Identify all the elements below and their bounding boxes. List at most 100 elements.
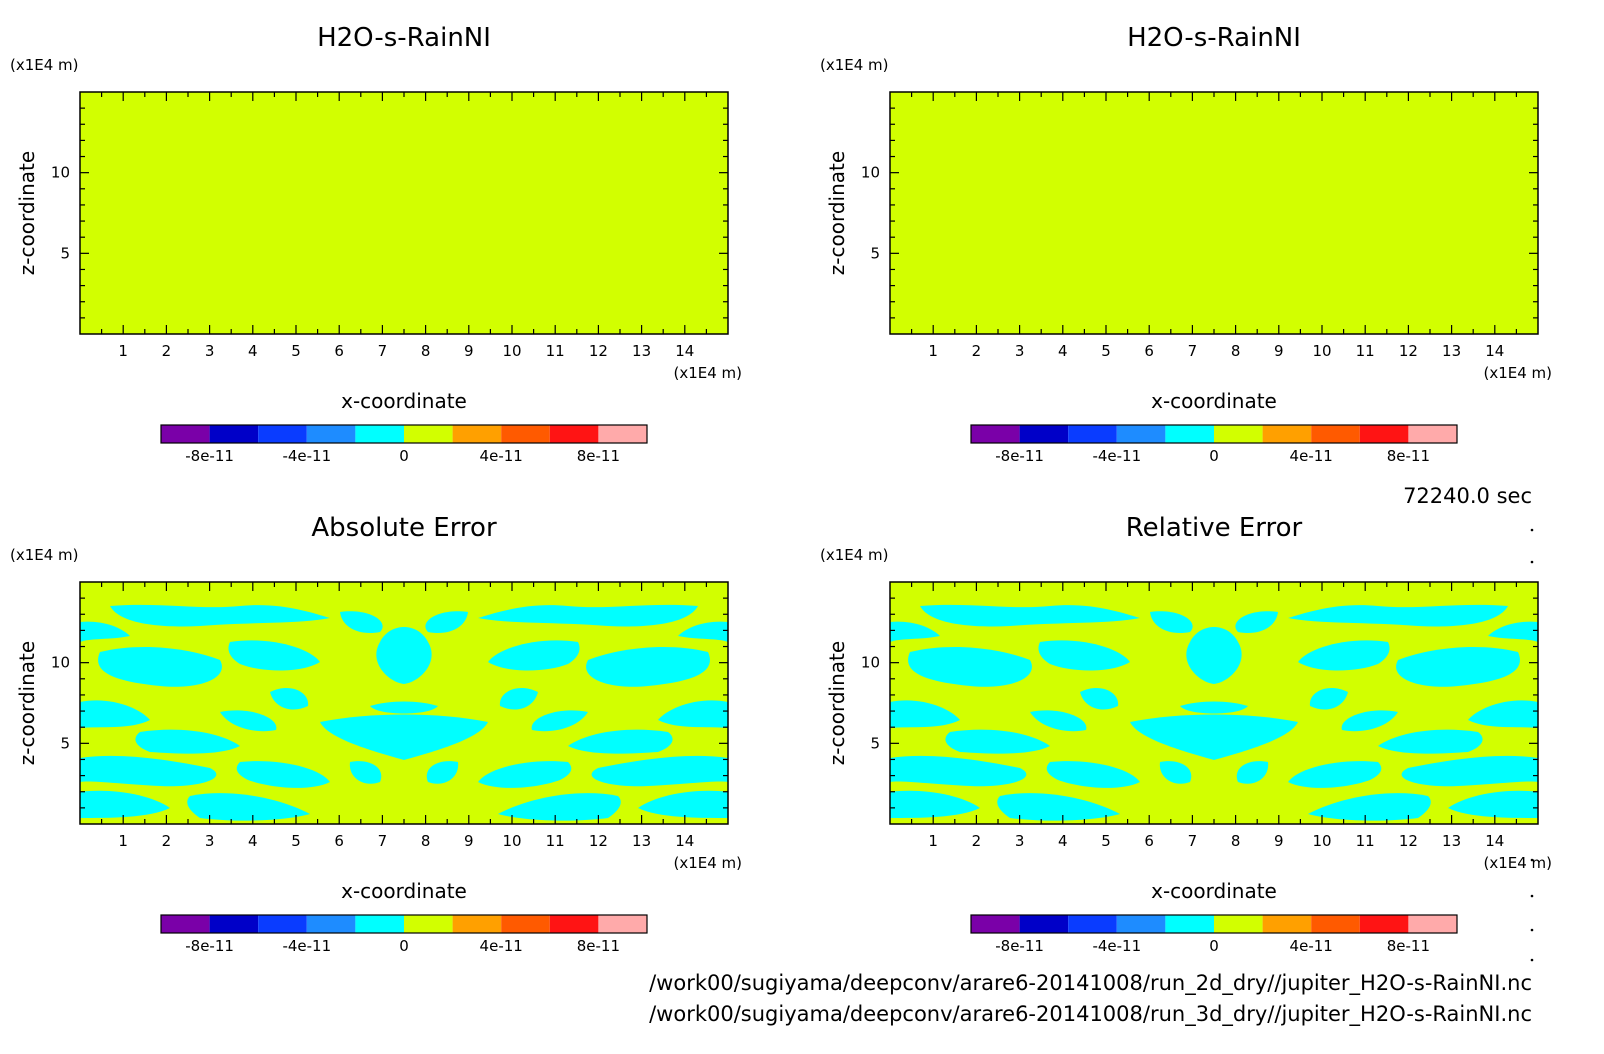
colorbar-swatch (1165, 425, 1214, 443)
marker-dot (1530, 928, 1534, 932)
colorbar-label: 4e-11 (1290, 937, 1333, 955)
colorbar-swatch (306, 915, 356, 933)
x-unit-label: (x1E4 m) (673, 854, 742, 872)
colorbar-swatch (1311, 425, 1360, 443)
x-tick-label: 7 (378, 342, 388, 360)
colorbar-label: -8e-11 (185, 447, 234, 465)
x-tick-label: 4 (1058, 342, 1068, 360)
x-tick-label: 12 (589, 342, 608, 360)
colorbar-label: 4e-11 (480, 447, 523, 465)
x-tick-label: 10 (502, 342, 521, 360)
colorbar-swatch (1165, 915, 1214, 933)
x-tick-label: 3 (1015, 832, 1025, 850)
x-tick-label: 4 (248, 342, 258, 360)
x-tick-label: 5 (1101, 342, 1111, 360)
x-tick-label: 12 (1399, 832, 1418, 850)
x-tick-label: 6 (1144, 342, 1154, 360)
x-tick-label: 7 (378, 832, 388, 850)
colorbar-swatch (549, 425, 599, 443)
x-tick-label: 14 (675, 342, 694, 360)
colorbar-label: 0 (399, 937, 409, 955)
y-tick-label: 10 (51, 164, 70, 182)
colorbar-swatch (209, 915, 259, 933)
y-axis-label: z-coordinate (825, 151, 849, 275)
x-tick-label: 14 (1485, 342, 1504, 360)
colorbar-frame (970, 424, 1458, 444)
contour-field (890, 582, 1538, 824)
y-tick-label: 5 (870, 244, 880, 262)
x-tick-label: 12 (589, 832, 608, 850)
colorbar-swatch (258, 425, 307, 443)
file-path-1: /work00/sugiyama/deepconv/arare6-2014100… (649, 971, 1532, 996)
y-unit-label: (x1E4 m) (10, 546, 79, 564)
colorbar-frame (160, 424, 648, 444)
y-tick-label: 10 (51, 654, 70, 672)
marker-dot (1530, 858, 1534, 862)
x-tick-label: 1 (928, 342, 938, 360)
x-axis-label: x-coordinate (1151, 879, 1277, 903)
x-tick-label: 12 (1399, 342, 1418, 360)
colorbar-swatch (209, 425, 259, 443)
colorbar-label: -8e-11 (185, 937, 234, 955)
colorbar-label: 0 (399, 447, 409, 465)
marker-dot (1530, 894, 1534, 898)
colorbar-label: 8e-11 (1387, 447, 1430, 465)
x-tick-label: 5 (1101, 832, 1111, 850)
colorbar-swatch (1262, 425, 1312, 443)
x-unit-label: (x1E4 m) (673, 364, 742, 382)
x-tick-label: 3 (205, 832, 215, 850)
x-tick-label: 6 (1144, 832, 1154, 850)
panel-1: H2O-s-RainNI(x1E4 m)1 2 3 4 5 6 7 8 9 10 11 12 13 145… (10, 23, 742, 465)
colorbar-swatch (598, 915, 647, 933)
x-tick-label: 2 (972, 832, 982, 850)
contour-field (80, 92, 728, 334)
x-tick-label: 2 (162, 832, 172, 850)
panel-title: Relative Error (1126, 513, 1303, 543)
x-tick-label: 5 (291, 342, 301, 360)
contour-field (80, 582, 728, 824)
colorbar-swatch (1214, 915, 1263, 933)
marker-dot (1530, 958, 1534, 962)
x-tick-label: 9 (464, 342, 474, 360)
colorbar-swatch (1359, 425, 1409, 443)
file-path-2: /work00/sugiyama/deepconv/arare6-2014100… (649, 1002, 1532, 1027)
colorbar: -8e-11 -4e-11 0 4e-11 8e-11 (160, 914, 648, 955)
y-tick-label: 5 (870, 734, 880, 752)
x-tick-label: 11 (1356, 342, 1375, 360)
colorbar-swatch (971, 425, 1020, 443)
colorbar: -8e-11 -4e-11 0 4e-11 8e-11 (160, 424, 648, 465)
y-unit-label: (x1E4 m) (10, 56, 79, 74)
colorbar-label: -4e-11 (1092, 447, 1141, 465)
colorbar-swatch (452, 915, 502, 933)
marker-dot (1530, 528, 1534, 532)
x-tick-label: 10 (1312, 342, 1331, 360)
y-unit-label: (x1E4 m) (820, 56, 889, 74)
x-tick-label: 9 (1274, 832, 1284, 850)
x-tick-label: 10 (502, 832, 521, 850)
x-tick-label: 11 (546, 832, 565, 850)
x-unit-label: (x1E4 m) (1483, 854, 1552, 872)
x-tick-label: 3 (1015, 342, 1025, 360)
x-tick-label: 11 (1356, 832, 1375, 850)
x-tick-label: 13 (1442, 342, 1461, 360)
colorbar-swatch (1068, 425, 1117, 443)
colorbar-swatch (501, 915, 550, 933)
x-axis-label: x-coordinate (1151, 389, 1277, 413)
colorbar-swatch (1262, 915, 1312, 933)
x-tick-label: 1 (928, 832, 938, 850)
colorbar-swatch (501, 425, 550, 443)
y-axis-label: z-coordinate (15, 151, 39, 275)
colorbar-swatch (404, 425, 453, 443)
colorbar-swatch (549, 915, 599, 933)
colorbar-frame (160, 914, 648, 934)
x-tick-label: 7 (1188, 832, 1198, 850)
x-axis-label: x-coordinate (341, 879, 467, 903)
colorbar-swatch (1116, 425, 1166, 443)
x-tick-label: 9 (1274, 342, 1284, 360)
colorbar-swatch (161, 915, 210, 933)
x-unit-label: (x1E4 m) (1483, 364, 1552, 382)
x-tick-label: 1 (118, 342, 128, 360)
colorbar-label: -4e-11 (282, 447, 331, 465)
colorbar-swatch (355, 425, 404, 443)
x-tick-label: 4 (1058, 832, 1068, 850)
